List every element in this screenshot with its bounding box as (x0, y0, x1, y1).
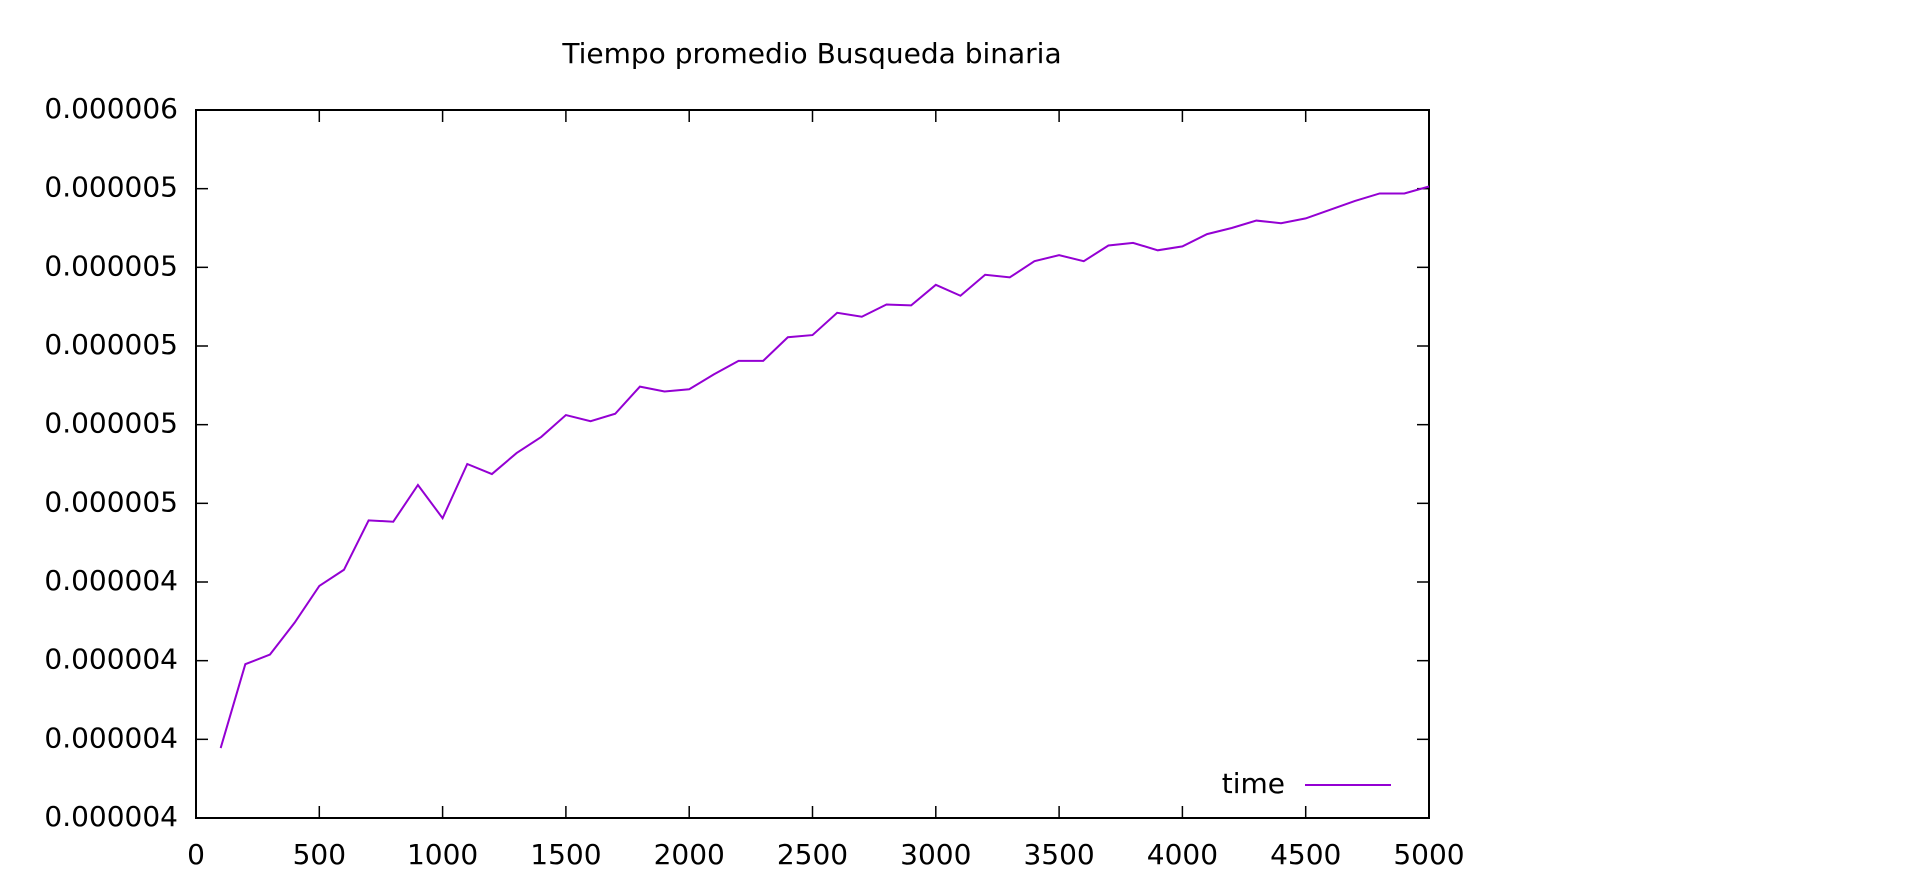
x-tick-label: 4000 (1147, 838, 1218, 871)
legend-label: time (1222, 767, 1285, 800)
y-tick-label: 0.000005 (44, 407, 178, 440)
x-tick-label: 2500 (777, 838, 848, 871)
chart-title: Tiempo promedio Busqueda binaria (561, 37, 1061, 70)
x-tick-label: 5000 (1393, 838, 1464, 871)
y-tick-label: 0.000004 (44, 721, 178, 754)
x-tick-label: 500 (293, 838, 346, 871)
y-tick-label: 0.000004 (44, 800, 178, 833)
x-tick-label: 1000 (407, 838, 478, 871)
y-tick-label: 0.000006 (44, 92, 178, 125)
x-tick-label: 2000 (654, 838, 725, 871)
y-tick-label: 0.000005 (44, 328, 178, 361)
x-tick-label: 1500 (530, 838, 601, 871)
x-tick-label: 0 (187, 838, 205, 871)
y-tick-label: 0.000005 (44, 249, 178, 282)
x-tick-label: 3500 (1023, 838, 1094, 871)
x-tick-label: 3000 (900, 838, 971, 871)
data-line (219, 185, 1430, 749)
x-tick-label: 4500 (1270, 838, 1341, 871)
y-tick-label: 0.000004 (44, 564, 178, 597)
y-tick-label: 0.000004 (44, 643, 178, 676)
y-tick-label: 0.000005 (44, 485, 178, 518)
y-tick-label: 0.000005 (44, 171, 178, 204)
plot-frame (195, 109, 1430, 819)
